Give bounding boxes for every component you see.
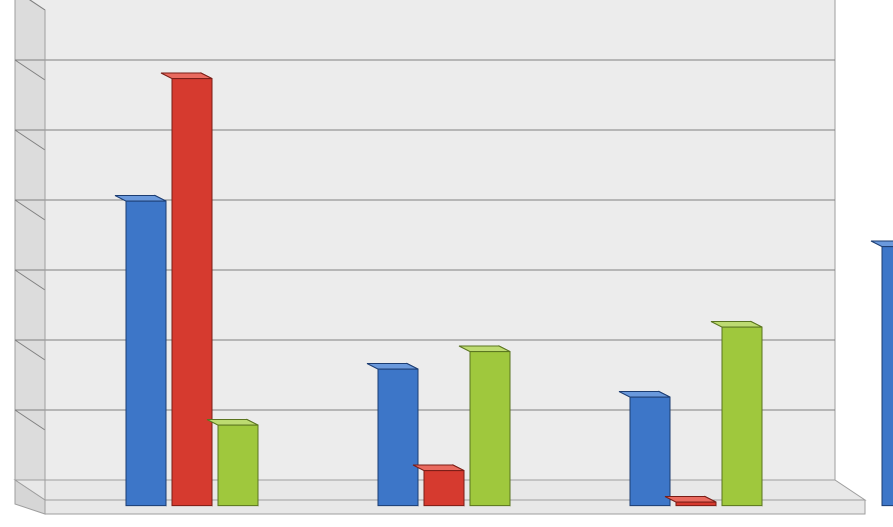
bar-group-4-series-a <box>871 241 893 506</box>
bar-front <box>882 247 893 506</box>
bar-front <box>172 79 212 506</box>
bar-front <box>424 471 464 506</box>
bar-top <box>871 241 893 247</box>
bar-front <box>218 425 258 506</box>
grouped-3d-bar-chart <box>0 0 893 527</box>
bar-front <box>470 352 510 506</box>
bar-front <box>722 327 762 506</box>
bar-front <box>378 369 418 506</box>
side-wall-panel <box>15 0 45 500</box>
bar-front <box>126 201 166 506</box>
bar-front <box>630 397 670 506</box>
bar-front <box>676 502 716 506</box>
